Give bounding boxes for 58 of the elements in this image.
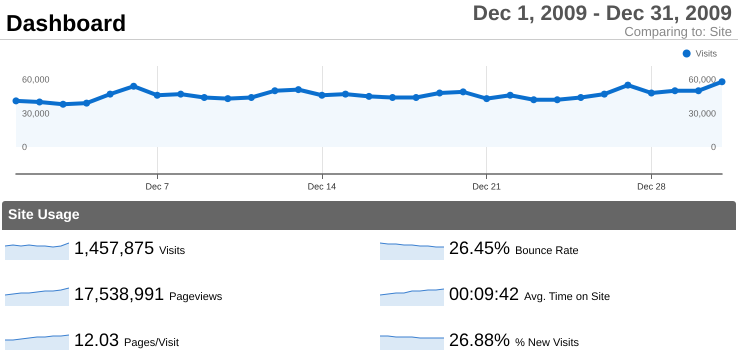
point <box>412 94 420 101</box>
point <box>483 95 490 102</box>
text: % New Visits <box>515 337 580 349</box>
point <box>177 90 184 98</box>
text: Visits <box>159 245 186 257</box>
point <box>106 90 114 98</box>
text: Pages/Visit <box>124 337 179 349</box>
text: 00:09:42 <box>449 284 520 304</box>
point <box>83 100 90 107</box>
point <box>577 94 584 101</box>
point <box>60 100 67 108</box>
point <box>648 90 655 96</box>
text: 26.88% <box>449 330 510 350</box>
y2-tick-label: 0 <box>710 142 716 152</box>
point <box>342 90 349 98</box>
y2-tick-label: 30,000 <box>688 108 716 118</box>
point <box>718 78 726 86</box>
point <box>671 87 678 94</box>
text: Site Usage <box>8 206 80 222</box>
point <box>600 90 608 98</box>
chart-title: Dashboard <box>6 10 126 37</box>
point <box>624 82 632 89</box>
y-tick-label: 60,000 <box>22 74 50 84</box>
y-tick-label: 30,000 <box>22 108 50 118</box>
point <box>389 94 396 101</box>
x-tick-label: Dec 21 <box>472 182 501 192</box>
y-tick-label: 0 <box>22 142 28 152</box>
point <box>36 98 44 106</box>
point <box>294 86 302 94</box>
x-tick-label: Dec 7 <box>145 182 169 192</box>
point <box>200 94 208 101</box>
text: 17,538,991 <box>74 284 164 304</box>
x-tick-label: Dec 14 <box>308 182 336 192</box>
text: 1,457,875 <box>74 238 154 258</box>
text: Bounce Rate <box>515 245 579 257</box>
y2-tick-label: 60,000 <box>688 74 716 84</box>
point <box>506 92 514 99</box>
legend-label: Visits <box>696 48 718 58</box>
x-tick-label: Dec 28 <box>637 182 666 192</box>
point <box>12 97 20 104</box>
point <box>154 92 161 99</box>
text: 26.45% <box>449 238 510 258</box>
text: Comparing to: Site <box>624 24 732 39</box>
point <box>318 92 326 99</box>
point <box>224 95 232 102</box>
chart-subtitle: Dec 1, 2009 - Dec 31, 2009 <box>472 2 732 26</box>
point <box>694 87 702 94</box>
point <box>248 94 255 101</box>
text: Pageviews <box>169 291 222 303</box>
point <box>366 92 372 100</box>
point <box>554 96 561 104</box>
point <box>271 87 278 94</box>
text: Avg. Time on Site <box>524 291 610 303</box>
point <box>460 88 467 96</box>
point <box>436 90 444 96</box>
point <box>530 96 538 104</box>
text: 12.03 <box>74 330 120 350</box>
point <box>130 82 138 90</box>
